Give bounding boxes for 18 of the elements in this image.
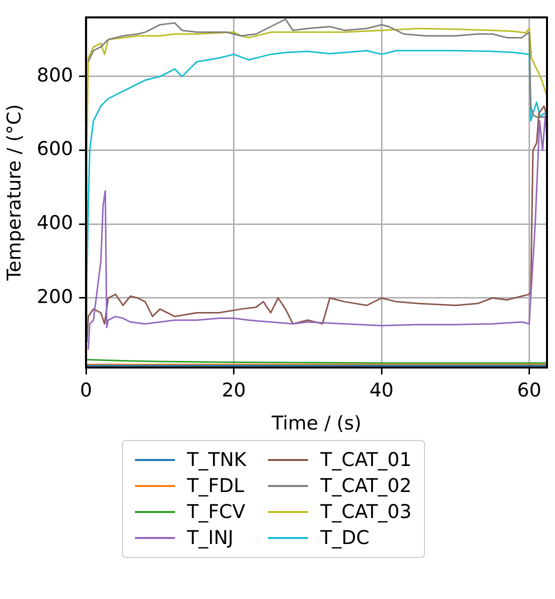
x-tick-label: 20 [222,380,246,402]
y-tick-label: 200 [36,286,74,308]
y-axis-title: Temperature / (°C) [3,104,26,282]
x-tick-label: 60 [517,380,542,402]
legend-label: T_CAT_01 [320,449,412,471]
x-axis-title: Time / (s) [270,412,362,435]
legend-label: T_CAT_03 [320,501,412,523]
y-tick-label: 600 [36,138,74,160]
legend-label: T_DC [320,527,370,549]
legend-label: T_FCV [187,501,246,523]
x-tick-label: 0 [80,380,92,402]
legend-label: T_FDL [187,475,244,497]
legend-label: T_TNK [187,449,246,471]
legend-label: T_INJ [187,527,234,549]
y-tick-label: 400 [36,212,74,234]
legend-label: T_CAT_02 [320,475,412,497]
x-tick-label: 40 [369,380,394,402]
y-tick-label: 800 [36,64,74,86]
